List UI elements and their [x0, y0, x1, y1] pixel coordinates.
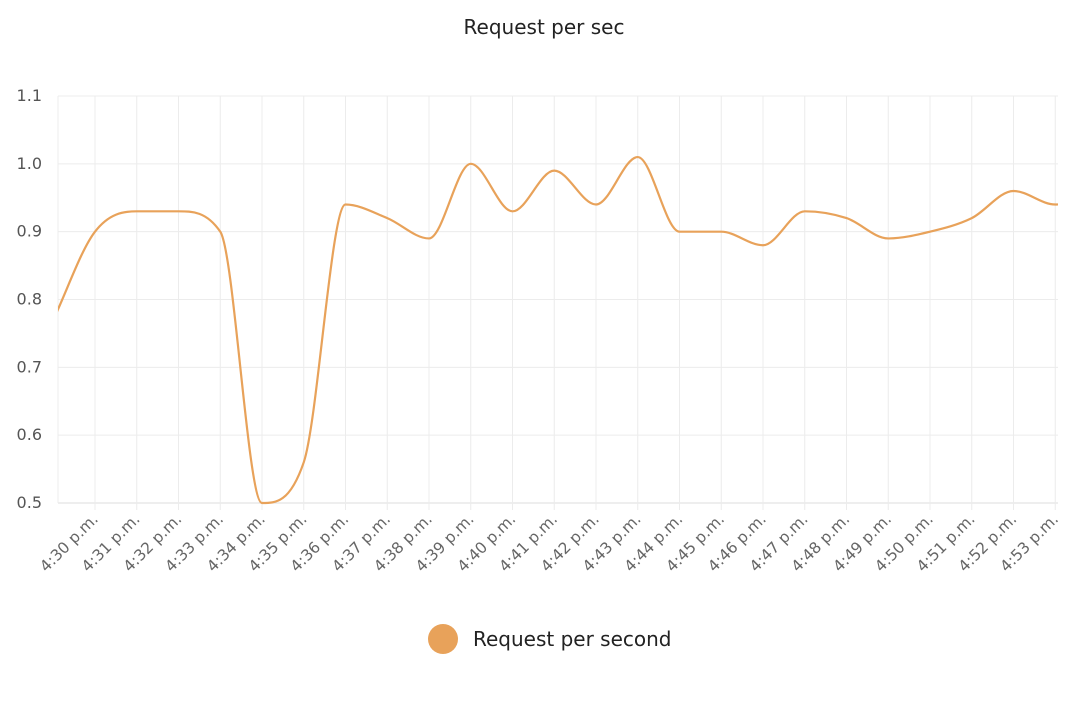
data-point[interactable]: [968, 214, 976, 222]
data-point[interactable]: [509, 207, 517, 215]
data-point[interactable]: [467, 160, 475, 168]
data-point[interactable]: [1051, 201, 1059, 209]
y-tick-label: 0.6: [17, 425, 42, 444]
data-point[interactable]: [676, 228, 684, 236]
chart-title: Request per sec: [464, 15, 625, 39]
y-tick-label: 0.9: [17, 222, 42, 241]
data-point[interactable]: [884, 234, 892, 242]
data-point[interactable]: [592, 201, 600, 209]
data-point[interactable]: [175, 207, 183, 215]
data-point[interactable]: [91, 228, 99, 236]
data-point[interactable]: [133, 207, 141, 215]
data-point[interactable]: [258, 499, 266, 507]
y-tick-label: 0.8: [17, 290, 42, 309]
data-point[interactable]: [425, 234, 433, 242]
data-point[interactable]: [342, 201, 350, 209]
y-axis-ticks: 0.5 0.6 0.7 0.8 0.9 1.0 1.1: [17, 86, 42, 512]
data-point[interactable]: [550, 167, 558, 175]
series-layer: [58, 153, 1059, 507]
data-point[interactable]: [717, 228, 725, 236]
data-point[interactable]: [801, 207, 809, 215]
data-point[interactable]: [216, 228, 224, 236]
y-tick-label: 0.7: [17, 357, 42, 376]
y-tick-label: 1.1: [17, 86, 42, 105]
grid: [57, 95, 1058, 510]
data-point[interactable]: [843, 214, 851, 222]
x-axis-ticks: 4:30 p.m.4:31 p.m.4:32 p.m.4:33 p.m.4:34…: [36, 510, 1062, 575]
legend[interactable]: Request per second: [428, 624, 672, 654]
data-point[interactable]: [300, 458, 308, 466]
y-tick-label: 1.0: [17, 154, 42, 173]
data-point[interactable]: [759, 241, 767, 249]
y-tick-label: 0.5: [17, 493, 42, 512]
data-point[interactable]: [634, 153, 642, 161]
legend-label-request-per-second[interactable]: Request per second: [473, 627, 672, 651]
data-point[interactable]: [383, 214, 391, 222]
series-line-request-per-second: [58, 155, 1058, 505]
data-point[interactable]: [1010, 187, 1018, 195]
legend-swatch-request-per-second[interactable]: [428, 624, 458, 654]
data-point[interactable]: [926, 228, 934, 236]
